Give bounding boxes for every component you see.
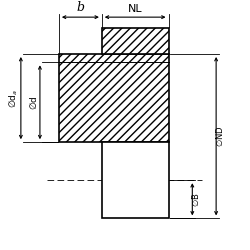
Bar bbox=[102, 28, 168, 54]
Text: $\emptyset$B: $\emptyset$B bbox=[190, 192, 201, 206]
Text: b: b bbox=[76, 1, 84, 14]
Text: $\emptyset$d: $\emptyset$d bbox=[28, 95, 39, 110]
Bar bbox=[59, 54, 168, 142]
Text: $\emptyset$ND: $\emptyset$ND bbox=[214, 126, 225, 147]
Text: NL: NL bbox=[128, 4, 142, 14]
Bar bbox=[102, 28, 168, 54]
Bar bbox=[102, 142, 168, 218]
Text: $\emptyset$d$_a$: $\emptyset$d$_a$ bbox=[7, 88, 20, 108]
Bar bbox=[59, 54, 168, 142]
